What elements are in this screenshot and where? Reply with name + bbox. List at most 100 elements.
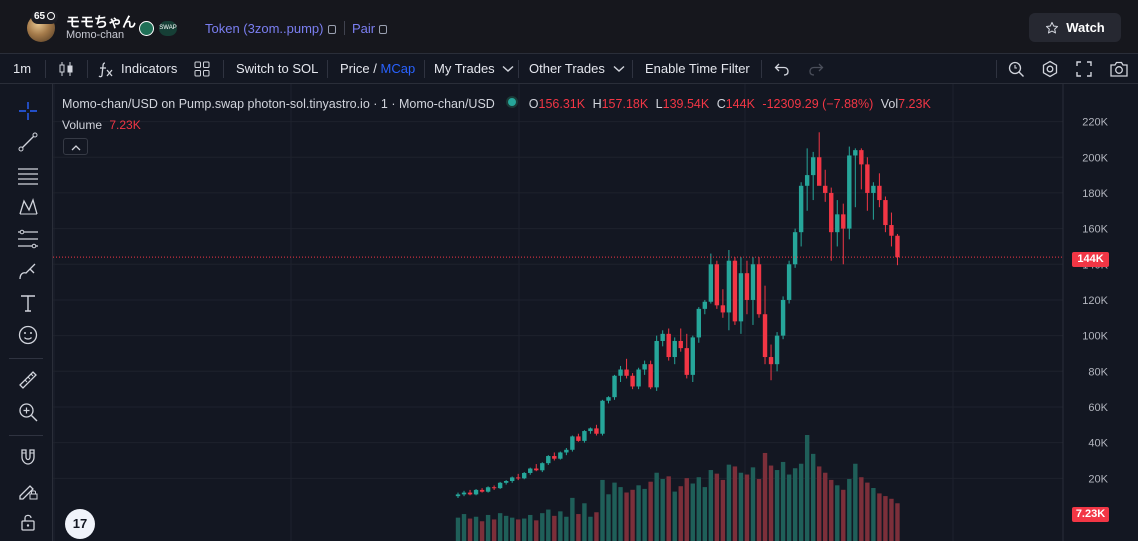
candle-body: [756, 264, 762, 315]
other-trades-dropdown[interactable]: Other Trades: [529, 54, 625, 84]
candle-body: [714, 264, 720, 306]
time-filter-button[interactable]: Enable Time Filter: [645, 61, 750, 76]
brush-icon[interactable]: [17, 260, 39, 282]
interval-button[interactable]: 1m: [13, 61, 32, 76]
volume-bar: [780, 461, 786, 541]
lock-drawing-icon[interactable]: [17, 479, 39, 501]
price-tick-label: 220K: [1082, 117, 1108, 129]
candle-body: [522, 472, 527, 479]
price-tick-label: 120K: [1082, 295, 1108, 307]
candle-body: [497, 482, 503, 489]
candle-body: [696, 308, 701, 338]
candle-body: [588, 428, 593, 432]
copy-icon[interactable]: [327, 25, 336, 34]
volume-bar: [750, 467, 756, 541]
candle-body: [732, 260, 738, 322]
settings-icon[interactable]: [1041, 60, 1059, 78]
magnet-icon[interactable]: [17, 446, 39, 468]
candle-body: [503, 481, 509, 483]
volume-bar: [503, 515, 509, 541]
mcap-option[interactable]: MCap: [380, 61, 416, 76]
divider: [87, 60, 88, 78]
crosshair-icon[interactable]: [17, 100, 39, 122]
price-tick-label: 80K: [1088, 366, 1108, 378]
candle-body: [708, 264, 714, 302]
my-trades-dropdown[interactable]: My Trades: [434, 54, 514, 84]
volume-bar: [871, 488, 876, 541]
volume-bar: [666, 476, 671, 541]
volume-bar: [865, 482, 870, 541]
candle-body: [895, 235, 900, 258]
chevron-down-icon: [613, 65, 624, 72]
pattern-icon[interactable]: [17, 196, 39, 218]
token-name: モモちゃん: [66, 14, 136, 30]
switch-to-sol-button[interactable]: Switch to SOL: [236, 61, 319, 76]
close-value: 144K: [725, 97, 755, 111]
volume-bar: [473, 516, 479, 541]
candle-body: [859, 150, 864, 165]
candle-body: [618, 369, 623, 376]
layout-grid-icon[interactable]: [194, 61, 210, 77]
price-mcap-toggle[interactable]: Price / MCap: [340, 54, 415, 84]
volume-bar: [678, 486, 683, 541]
fullscreen-icon[interactable]: [1075, 60, 1093, 78]
candle-body: [690, 337, 695, 375]
volume-bar: [744, 474, 750, 541]
volume-bar: [810, 453, 816, 541]
high-value: 157.18K: [601, 97, 649, 111]
chart-area[interactable]: 220K200K180K160K140K120K100K80K60K40K20K…: [53, 84, 1138, 541]
text-tool-icon[interactable]: [17, 292, 39, 314]
volume-bar: [877, 493, 882, 541]
candle-body: [576, 436, 581, 441]
open-value: 156.31K: [538, 97, 586, 111]
token-link[interactable]: Token (3zom..pump): [205, 21, 336, 36]
token-ticker: Momo-chan: [66, 29, 125, 41]
candle-body: [792, 232, 798, 265]
unlock-icon[interactable]: [17, 511, 39, 533]
divider: [45, 60, 46, 78]
candle-body: [594, 428, 599, 434]
symbol-description[interactable]: Momo-chan/USD on Pump.swap photon-sol.ti…: [62, 97, 495, 111]
candle-body: [564, 449, 569, 453]
candle-body: [798, 185, 804, 233]
fib-retracement-icon[interactable]: [17, 228, 39, 250]
copy-icon[interactable]: [379, 25, 388, 34]
divider: [9, 358, 43, 359]
price-axis-bg: [1063, 84, 1138, 541]
candlestick-chart[interactable]: 220K200K180K160K140K120K100K80K60K40K20K: [53, 84, 1138, 541]
candle-body: [600, 400, 605, 434]
volume-bar: [690, 483, 695, 541]
ohlc-values: O156.31K H157.18K L139.54K C144K -12309.…: [528, 97, 931, 111]
trend-line-icon[interactable]: [17, 131, 39, 153]
redo-icon[interactable]: [808, 61, 824, 77]
collapse-legend-button[interactable]: [63, 138, 88, 155]
indicators-button[interactable]: Indicators: [121, 61, 178, 76]
candle-body: [738, 273, 744, 322]
candle-body: [841, 214, 846, 229]
camera-icon[interactable]: [1109, 60, 1129, 78]
volume-bar: [600, 479, 605, 541]
watch-button[interactable]: Watch: [1029, 13, 1121, 42]
undo-icon[interactable]: [774, 61, 790, 77]
zoom-search-icon[interactable]: [1007, 60, 1025, 78]
volume-value: 7.23K: [898, 97, 931, 111]
swap-badge: SWAP: [159, 21, 177, 36]
pair-link[interactable]: Pair: [352, 21, 388, 36]
ruler-icon[interactable]: [17, 369, 39, 391]
volume-bar: [528, 514, 533, 541]
candle-body: [660, 333, 665, 341]
emoji-icon[interactable]: [17, 324, 39, 346]
price-option[interactable]: Price: [340, 61, 370, 76]
volume-bar: [738, 472, 744, 541]
candle-body: [624, 369, 629, 376]
tradingview-logo[interactable]: 17: [65, 509, 95, 539]
divider: [761, 60, 762, 78]
candle-body: [889, 225, 894, 236]
candle-body: [570, 436, 575, 450]
fx-icon[interactable]: [97, 60, 115, 78]
horizontal-lines-icon[interactable]: [17, 164, 39, 186]
zoom-in-icon[interactable]: [17, 401, 39, 423]
volume-bar: [762, 452, 768, 541]
volume-bar: [660, 479, 665, 541]
candles-icon[interactable]: [58, 61, 74, 77]
